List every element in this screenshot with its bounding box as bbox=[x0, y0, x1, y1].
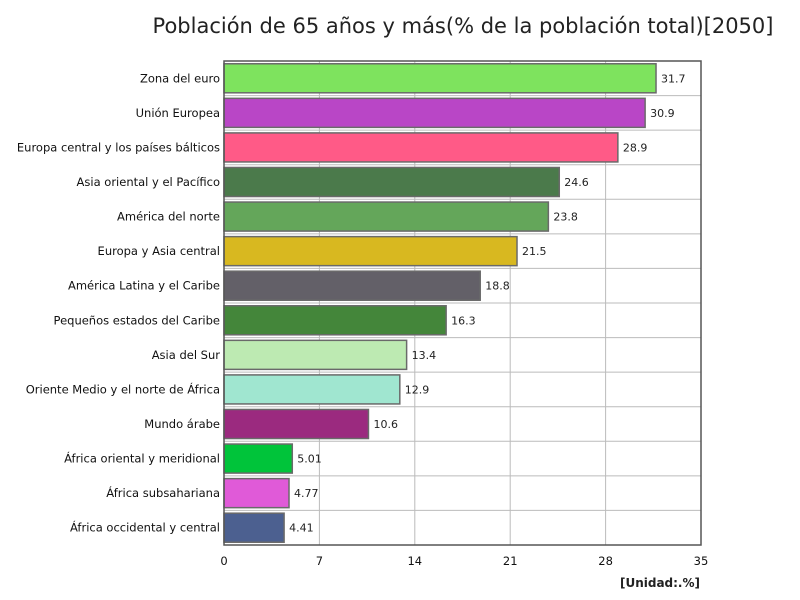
category-label: Europa y Asia central bbox=[98, 244, 220, 258]
data-label: 31.7 bbox=[661, 72, 686, 85]
category-label: Oriente Medio y el norte de África bbox=[26, 381, 220, 396]
x-tick-label: 14 bbox=[407, 554, 422, 568]
x-axis-ticks: 0 7 14 21 28 35 bbox=[220, 554, 708, 568]
data-label: 12.9 bbox=[405, 383, 430, 396]
bar bbox=[223, 374, 401, 405]
data-label: 13.4 bbox=[412, 349, 437, 362]
plot-frame bbox=[223, 60, 702, 546]
x-tick-label: 21 bbox=[503, 554, 518, 568]
category-label: África subsahariana bbox=[106, 485, 220, 500]
category-label: África occidental y central bbox=[70, 520, 220, 535]
category-label: Asia del Sur bbox=[152, 348, 221, 362]
unit-label: [Unidad:.%] bbox=[619, 576, 700, 590]
category-label: Asia oriental y el Pacífico bbox=[77, 175, 220, 189]
data-label: 10.6 bbox=[373, 418, 398, 431]
x-tick-label: 0 bbox=[220, 554, 227, 568]
category-label: Mundo árabe bbox=[144, 417, 220, 431]
category-label: África oriental y meridional bbox=[64, 451, 220, 466]
category-label: América del norte bbox=[117, 210, 220, 224]
data-label: 30.9 bbox=[650, 107, 675, 120]
data-label: 21.5 bbox=[522, 245, 547, 258]
bar bbox=[223, 63, 657, 94]
category-label: Europa central y los países bálticos bbox=[17, 140, 220, 154]
category-label: Pequeños estados del Caribe bbox=[54, 313, 220, 327]
data-label: 16.3 bbox=[451, 314, 476, 327]
bars: 31.7 30.9 28.9 24.6 23.8 21.5 18.8 16.3 13.4 12.9… bbox=[223, 63, 686, 543]
category-label: Unión Europea bbox=[136, 106, 220, 120]
bar bbox=[223, 97, 646, 129]
bar bbox=[223, 201, 550, 232]
data-label: 24.6 bbox=[564, 176, 589, 189]
data-label: 18.8 bbox=[485, 280, 510, 293]
bar bbox=[223, 132, 619, 163]
bar bbox=[223, 443, 294, 474]
bar bbox=[223, 408, 370, 440]
chart-title: Población de 65 años y más(% de la pobla… bbox=[152, 14, 774, 38]
x-tick-label: 35 bbox=[694, 554, 709, 568]
x-tick-label: 7 bbox=[316, 554, 323, 568]
data-label: 23.8 bbox=[553, 211, 578, 224]
data-label: 5.01 bbox=[297, 453, 322, 466]
x-tick-label: 28 bbox=[598, 554, 613, 568]
bar bbox=[223, 477, 290, 509]
bar bbox=[223, 166, 561, 198]
bar bbox=[223, 512, 285, 543]
bar bbox=[223, 305, 447, 336]
bar bbox=[223, 235, 518, 267]
data-label: 4.77 bbox=[294, 487, 319, 500]
category-label: Zona del euro bbox=[140, 71, 220, 85]
bar bbox=[223, 339, 408, 371]
bar bbox=[223, 270, 481, 301]
data-label: 28.9 bbox=[623, 141, 648, 154]
category-labels: Zona del euro Unión Europea Europa central… bbox=[17, 71, 220, 534]
data-label: 4.41 bbox=[289, 522, 314, 535]
category-label: América Latina y el Caribe bbox=[68, 279, 220, 293]
